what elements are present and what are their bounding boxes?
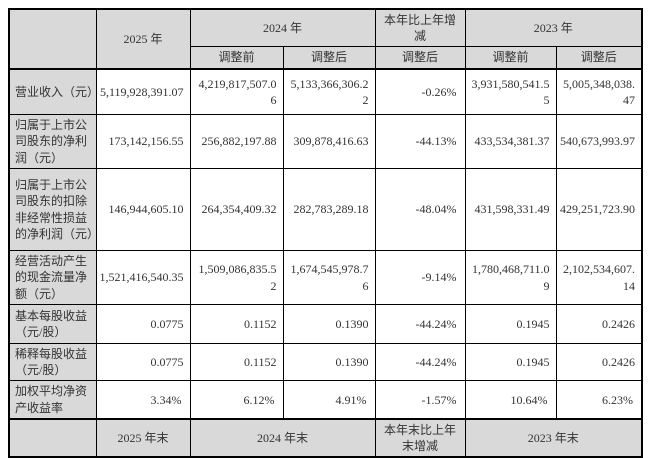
header-year-2023: 2023 年: [464, 8, 643, 48]
value-change: -1.57%: [374, 380, 466, 420]
table-row-net-profit-excl-nonrecurring: 归属于上市公司股东的扣除非经常性损益的净利润（元） 146,944,605.10…: [8, 168, 643, 252]
value-2024-before: 1,509,086,835.52: [189, 250, 284, 306]
value-change: -44.24%: [374, 304, 466, 345]
value-2024-after: 0.1390: [282, 304, 376, 345]
financial-summary-table: 2025 年 2024 年 本年比上年增减 2023 年 调整前 调整后 调整后…: [8, 8, 644, 458]
value-2023-before: 0.1945: [464, 343, 557, 382]
table-row-basic-eps: 基本每股收益（元/股） 0.0775 0.1152 0.1390 -44.24%…: [8, 304, 643, 345]
value-change: -0.26%: [374, 67, 466, 116]
header-year-2025: 2025 年: [95, 8, 191, 70]
row-label: 经营活动产生的现金流量净额（元）: [8, 250, 97, 306]
header-change: 本年比上年增减: [374, 8, 466, 48]
value-2023-before: 3,931,580,541.55: [464, 67, 557, 116]
row-label: 营业收入（元）: [8, 67, 97, 116]
value-2025: 0.0775: [95, 304, 191, 345]
value-2024-before: 0.1152: [189, 343, 284, 382]
header-2023-adj-after: 调整后: [555, 46, 643, 70]
footer-year-2023-end: 2023 年末: [464, 417, 643, 458]
value-2023-after: 0.2426: [555, 304, 643, 345]
header-row-years: 2025 年 2024 年 本年比上年增减 2023 年: [8, 8, 643, 70]
value-change: -44.13%: [374, 114, 466, 170]
footer-change-end: 本年末比上年 末增减: [374, 417, 466, 458]
row-label: 稀释每股收益（元/股）: [8, 343, 97, 382]
row-label: 加权平均净资产收益率: [8, 380, 97, 420]
value-2025: 1,521,416,540.35: [95, 250, 191, 306]
value-2023-before: 431,598,331.49: [464, 168, 557, 252]
value-2025: 173,142,156.55: [95, 114, 191, 170]
value-2023-after: 6.23%: [555, 380, 643, 420]
value-2023-after: 2,102,534,607.14: [555, 250, 643, 306]
value-2024-after: 309,878,416.63: [282, 114, 376, 170]
row-label: 归属于上市公司股东的净利润（元）: [8, 114, 97, 170]
table-row-diluted-eps: 稀释每股收益（元/股） 0.0775 0.1152 0.1390 -44.24%…: [8, 343, 643, 382]
footer-row-period-end: 2025 年末 2024 年末 本年末比上年 末增减 2023 年末: [8, 417, 643, 458]
header-change-adj-after: 调整后: [374, 46, 466, 70]
value-2025: 0.0775: [95, 343, 191, 382]
footer-year-2024-end: 2024 年末: [189, 417, 376, 458]
header-row-adjust: 调整前 调整后 调整后 调整前 调整后: [9, 46, 643, 70]
value-2023-before: 1,780,468,711.09: [464, 250, 557, 306]
header-empty-cell: [8, 8, 97, 70]
value-2023-after: 540,673,993.97: [555, 114, 643, 170]
value-2025: 3.34%: [95, 380, 191, 420]
value-2024-after: 282,783,289.18: [282, 168, 376, 252]
value-2024-before: 264,354,409.32: [189, 168, 284, 252]
footer-empty-cell: [8, 417, 97, 458]
header-2024-adj-before: 调整前: [189, 46, 284, 70]
table-row-net-profit: 归属于上市公司股东的净利润（元） 173,142,156.55 256,882,…: [8, 114, 643, 170]
value-2024-after: 1,674,545,978.76: [282, 250, 376, 306]
row-label: 基本每股收益（元/股）: [8, 304, 97, 345]
value-2023-after: 5,005,348,038.47: [555, 67, 643, 116]
value-change: -44.24%: [374, 343, 466, 382]
value-2023-before: 10.64%: [464, 380, 557, 420]
value-2024-before: 256,882,197.88: [189, 114, 284, 170]
value-2023-after: 0.2426: [555, 343, 643, 382]
value-2024-before: 4,219,817,507.06: [189, 67, 284, 116]
value-2023-before: 433,534,381.37: [464, 114, 557, 170]
row-label: 归属于上市公司股东的扣除非经常性损益的净利润（元）: [8, 168, 97, 252]
value-2023-after: 429,251,723.90: [555, 168, 643, 252]
value-2023-before: 0.1945: [464, 304, 557, 345]
header-2024-adj-after: 调整后: [282, 46, 376, 70]
value-change: -48.04%: [374, 168, 466, 252]
value-2025: 146,944,605.10: [95, 168, 191, 252]
header-2023-adj-before: 调整前: [464, 46, 557, 70]
footer-year-2025-end: 2025 年末: [95, 417, 191, 458]
table-row-operating-revenue: 营业收入（元） 5,119,928,391.07 4,219,817,507.0…: [8, 67, 643, 116]
value-2024-before: 0.1152: [189, 304, 284, 345]
header-year-2024: 2024 年: [189, 8, 376, 48]
value-2024-after: 4.91%: [282, 380, 376, 420]
value-change: -9.14%: [374, 250, 466, 306]
table-row-weighted-avg-roe: 加权平均净资产收益率 3.34% 6.12% 4.91% -1.57% 10.6…: [8, 380, 643, 420]
value-2024-after: 0.1390: [282, 343, 376, 382]
table-row-operating-cash-flow: 经营活动产生的现金流量净额（元） 1,521,416,540.35 1,509,…: [8, 250, 643, 306]
value-2024-before: 6.12%: [189, 380, 284, 420]
value-2024-after: 5,133,366,306.22: [282, 67, 376, 116]
value-2025: 5,119,928,391.07: [95, 67, 191, 116]
